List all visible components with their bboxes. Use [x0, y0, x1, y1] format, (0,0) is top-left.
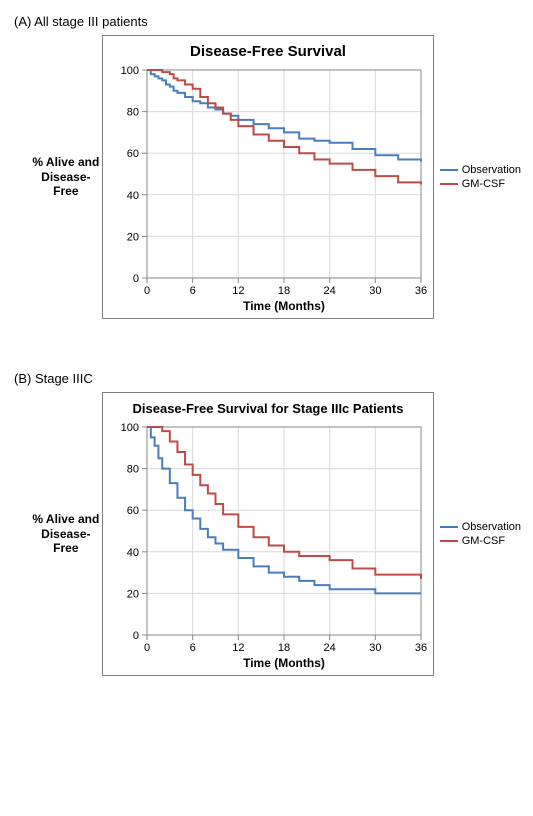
svg-text:0: 0	[133, 630, 139, 642]
svg-text:80: 80	[126, 464, 138, 476]
svg-text:100: 100	[120, 65, 138, 77]
panel-b-ylabel: % Alive and Disease-Free	[32, 512, 100, 555]
legend-item: GM-CSF	[440, 535, 521, 547]
panel-a-ylabel: % Alive and Disease-Free	[32, 155, 100, 198]
x-axis-label: Time (Months)	[243, 299, 325, 313]
panel-b-chart: 0 6 12 18 24 30 36 0 20 40 60 80 100 Disease-Free Sur…	[102, 392, 434, 676]
svg-text:24: 24	[323, 285, 335, 297]
panel-a-chart: 0 6 12 18 24 30 36 0 20 40 60 80 100 Disease-Free Sur…	[102, 35, 434, 319]
legend-item: GM-CSF	[440, 178, 521, 190]
svg-text:12: 12	[232, 285, 244, 297]
x-axis-label: Time (Months)	[243, 656, 325, 670]
panel-b-ylabel-l1: % Alive and	[32, 512, 99, 526]
legend-swatch	[440, 526, 458, 528]
legend-label: GM-CSF	[462, 535, 505, 547]
svg-text:0: 0	[144, 285, 150, 297]
legend-item: Observation	[440, 164, 521, 176]
svg-text:80: 80	[126, 107, 138, 119]
svg-text:0: 0	[133, 273, 139, 285]
svg-text:36: 36	[415, 642, 427, 654]
svg-text:100: 100	[120, 422, 138, 434]
svg-text:20: 20	[126, 588, 138, 600]
legend-label: Observation	[462, 164, 521, 176]
legend-swatch	[440, 183, 458, 185]
legend-swatch	[440, 540, 458, 542]
svg-text:60: 60	[126, 505, 138, 517]
legend-label: GM-CSF	[462, 178, 505, 190]
svg-text:6: 6	[189, 642, 195, 654]
svg-text:0: 0	[144, 642, 150, 654]
svg-text:24: 24	[323, 642, 335, 654]
legend-item: Observation	[440, 521, 521, 533]
panel-a-legend: Observation GM-CSF	[440, 162, 521, 192]
svg-text:18: 18	[278, 285, 290, 297]
svg-text:6: 6	[189, 285, 195, 297]
panel-a-ylabel-l1: % Alive and	[32, 155, 99, 169]
svg-text:36: 36	[415, 285, 427, 297]
svg-text:30: 30	[369, 285, 381, 297]
panel-b-label: (B) Stage IIIC	[14, 371, 521, 386]
svg-text:30: 30	[369, 642, 381, 654]
legend-swatch	[440, 169, 458, 171]
panel-b-chart-wrap: % Alive and Disease-Free 0 6 12 18 24 30 36 0 20…	[32, 392, 521, 676]
chart-title: Disease-Free Survival for Stage IIIc Pat…	[132, 401, 403, 416]
panel-a-chart-wrap: % Alive and Disease-Free 0 6 12 18 24 30 36 0 20…	[32, 35, 521, 319]
svg-text:40: 40	[126, 547, 138, 559]
panel-b-ylabel-l2: Disease-Free	[41, 527, 90, 555]
panel-a-ylabel-l2: Disease-Free	[41, 170, 90, 198]
svg-text:18: 18	[278, 642, 290, 654]
svg-text:60: 60	[126, 148, 138, 160]
svg-text:20: 20	[126, 231, 138, 243]
panel-a-label: (A) All stage III patients	[14, 14, 521, 29]
svg-text:12: 12	[232, 642, 244, 654]
panel-b-legend: Observation GM-CSF	[440, 519, 521, 549]
legend-label: Observation	[462, 521, 521, 533]
svg-text:40: 40	[126, 190, 138, 202]
chart-title: Disease-Free Survival	[190, 43, 346, 60]
